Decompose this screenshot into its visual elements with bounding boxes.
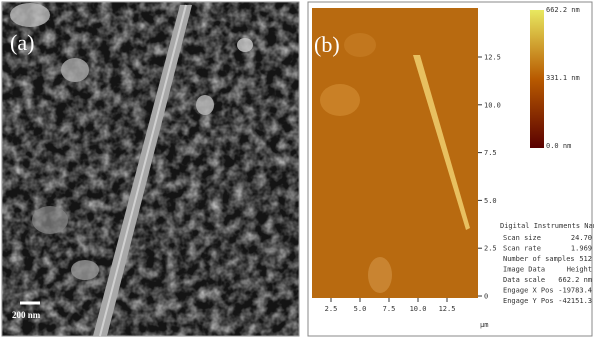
info-value: 662.2 nm [558, 276, 592, 284]
y-tick-label: 7.5 [484, 149, 497, 157]
x-tick-label: 7.5 [383, 305, 396, 313]
info-value: -42151.3 [558, 297, 592, 305]
info-key: Data scale [503, 276, 545, 284]
info-key: Image Data [503, 266, 545, 274]
x-tick-label: 10.0 [410, 305, 427, 313]
y-tick-label: 2.5 [484, 245, 497, 253]
colorbar [530, 10, 544, 148]
x-tick-label: 12.5 [439, 305, 456, 313]
x-tick-label: 5.0 [354, 305, 367, 313]
info-value: 1.969 [571, 245, 592, 253]
y-tick-label: 5.0 [484, 197, 497, 205]
panel-label: (a) [10, 30, 34, 55]
x-unit: µm [480, 321, 488, 329]
info-key: Scan rate [503, 245, 541, 253]
info-value: 24.70 [571, 234, 592, 242]
info-value: -19783.4 [558, 287, 592, 295]
y-tick-label: 10.0 [484, 101, 501, 109]
y-tick-label: 12.5 [484, 54, 501, 62]
y-tick-label: 0 [484, 293, 488, 301]
info-key: Engage Y Pos [503, 297, 554, 305]
colorbar-label: 662.2 nm [546, 6, 580, 14]
colorbar-label: 0.0 nm [546, 142, 571, 150]
info-title: Digital Instruments NanoSco [500, 222, 594, 230]
panel-label: (b) [314, 32, 340, 57]
sem-image [1, 1, 300, 337]
afm-image [312, 8, 478, 298]
info-value: Height [567, 266, 592, 274]
x-tick-label: 2.5 [325, 305, 338, 313]
colorbar-label: 331.1 nm [546, 74, 580, 82]
scale-bar-label: 200 nm [12, 310, 41, 320]
info-key: Scan size [503, 234, 541, 242]
info-value: 512 [579, 255, 592, 263]
info-key: Number of samples [503, 255, 575, 263]
info-key: Engage X Pos [503, 287, 554, 295]
